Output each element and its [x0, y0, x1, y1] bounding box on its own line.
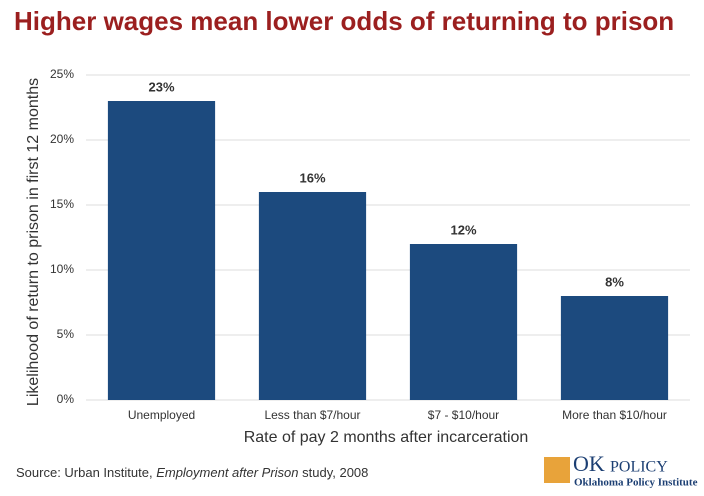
value-label: 23%: [148, 79, 174, 94]
y-tick-label: 0%: [57, 392, 75, 406]
y-axis-label: Likelihood of return to prison in first …: [25, 78, 42, 406]
logo: OK POLICY Oklahoma Policy Institute: [544, 451, 698, 489]
y-tick-label: 25%: [50, 67, 74, 81]
x-tick-label: $7 - $10/hour: [428, 408, 499, 422]
x-tick-label: Less than $7/hour: [264, 408, 360, 422]
x-tick-label: More than $10/hour: [562, 408, 667, 422]
value-label: 12%: [450, 222, 476, 237]
logo-policy: POLICY: [610, 459, 668, 476]
chart-title: Higher wages mean lower odds of returnin…: [14, 6, 674, 36]
x-tick-label: Unemployed: [128, 408, 195, 422]
y-tick-label: 20%: [50, 132, 74, 146]
source-suffix: study, 2008: [299, 465, 369, 480]
value-label: 8%: [605, 274, 624, 289]
logo-ok: OK: [573, 451, 605, 476]
source-prefix: Source: Urban Institute,: [16, 465, 156, 480]
logo-tagline: Oklahoma Policy Institute: [574, 477, 698, 489]
y-tick-label: 10%: [50, 262, 74, 276]
bar: [107, 101, 216, 400]
bar: [409, 244, 518, 400]
logo-icon: [544, 457, 570, 483]
y-tick-label: 5%: [57, 327, 75, 341]
x-axis-label: Rate of pay 2 months after incarceration: [244, 429, 529, 446]
source: Source: Urban Institute, Employment afte…: [16, 465, 368, 480]
bar: [258, 192, 367, 400]
value-label: 16%: [299, 170, 325, 185]
y-tick-label: 15%: [50, 197, 74, 211]
bar: [560, 296, 669, 400]
source-title: Employment after Prison: [156, 465, 298, 480]
